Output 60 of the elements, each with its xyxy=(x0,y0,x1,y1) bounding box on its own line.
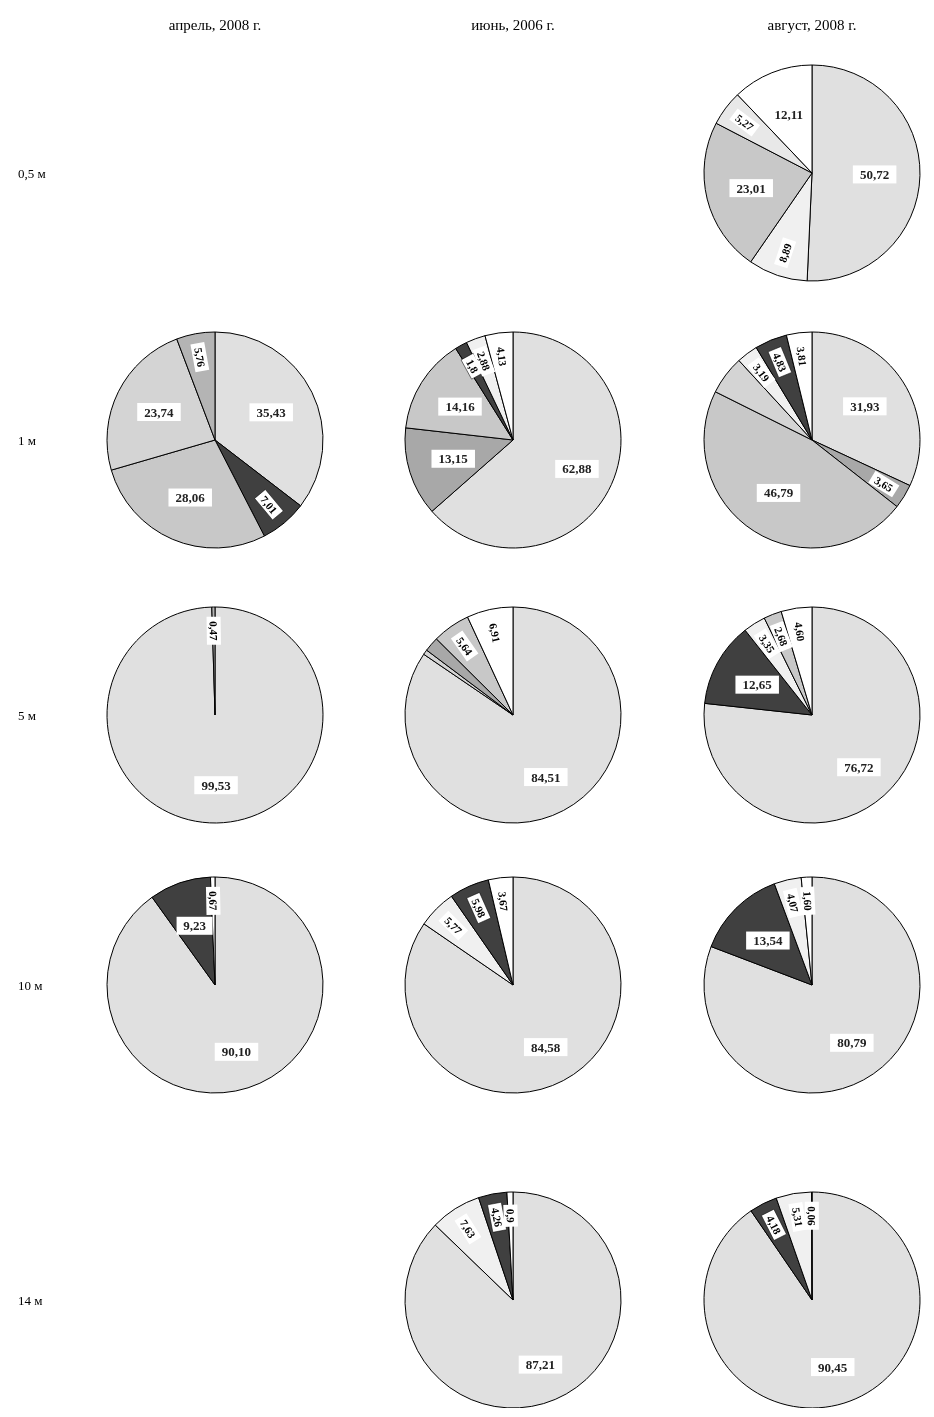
data-label: 3,81 xyxy=(794,346,810,367)
data-label: 23,74 xyxy=(144,404,175,420)
data-label: 0,47 xyxy=(207,621,220,641)
data-label: 14,16 xyxy=(445,399,476,415)
data-label: 5,31 xyxy=(790,1206,806,1228)
pie-slice xyxy=(703,606,921,824)
data-label: 50,72 xyxy=(860,166,890,182)
data-label: 9,23 xyxy=(183,918,207,934)
text: 5 м xyxy=(18,708,36,723)
text: апрель, 2008 г. xyxy=(168,17,262,33)
data-label: 99,53 xyxy=(201,777,232,793)
data-label: 80,79 xyxy=(837,1035,867,1051)
data-label: 35,43 xyxy=(256,404,287,420)
data-label: 46,79 xyxy=(763,485,794,501)
pie-slice xyxy=(404,876,622,1094)
text: 0,5 м xyxy=(18,166,46,181)
text: 10 м xyxy=(18,978,43,993)
pie-slice xyxy=(703,1191,921,1408)
data-label: 13,15 xyxy=(438,451,469,467)
text: 1 м xyxy=(18,433,36,448)
data-label: 5,76 xyxy=(192,346,208,369)
pie-slice xyxy=(106,876,324,1094)
pie-slice xyxy=(106,606,324,824)
data-label: 5,27 xyxy=(733,111,757,134)
data-label: 0,06 xyxy=(805,1206,818,1226)
data-label: 90,45 xyxy=(818,1359,848,1375)
data-label: 76,72 xyxy=(844,759,874,775)
data-label: 3,19 xyxy=(750,361,773,385)
data-label: 87,21 xyxy=(525,1357,556,1373)
data-label: 84,51 xyxy=(531,769,561,785)
data-label: 3,67 xyxy=(496,891,511,913)
data-label: 8,89 xyxy=(776,241,795,264)
data-label: 4,13 xyxy=(494,346,510,368)
pie-slice xyxy=(404,606,622,824)
pie-slice xyxy=(703,876,921,1094)
data-label: 31,93 xyxy=(850,398,880,414)
data-label: 1,60 xyxy=(801,890,815,912)
data-label: 84,58 xyxy=(531,1039,561,1055)
data-label: 4,18 xyxy=(764,1213,784,1237)
data-label: 4,26 xyxy=(489,1206,505,1229)
data-label: 28,06 xyxy=(175,490,206,506)
data-label: 5,77 xyxy=(442,914,465,937)
text: 14 м xyxy=(18,1293,43,1308)
data-label: 23,01 xyxy=(736,180,766,196)
data-label: 4,60 xyxy=(792,621,808,643)
text: август, 2008 г. xyxy=(767,17,857,33)
data-label: 3,65 xyxy=(872,473,896,495)
data-label: 5,98 xyxy=(469,896,489,920)
text: июнь, 2006 г. xyxy=(471,17,555,33)
data-label: 62,88 xyxy=(562,461,593,477)
data-label: 4,07 xyxy=(784,892,802,915)
data-label: 4,83 xyxy=(770,350,790,374)
pie-slice xyxy=(404,1191,622,1408)
data-label: 90,10 xyxy=(221,1044,252,1060)
data-label: 13,54 xyxy=(753,933,783,949)
data-label: 0,67 xyxy=(207,891,220,912)
data-label: 12,11 xyxy=(774,107,804,123)
data-label: 0,9 xyxy=(504,1208,517,1224)
data-label: 6,91 xyxy=(486,622,503,644)
data-label: 12,65 xyxy=(742,677,773,693)
